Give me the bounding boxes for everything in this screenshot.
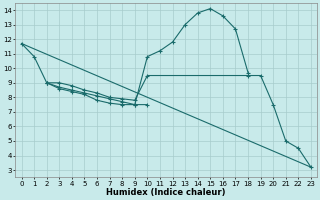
X-axis label: Humidex (Indice chaleur): Humidex (Indice chaleur) — [107, 188, 226, 197]
